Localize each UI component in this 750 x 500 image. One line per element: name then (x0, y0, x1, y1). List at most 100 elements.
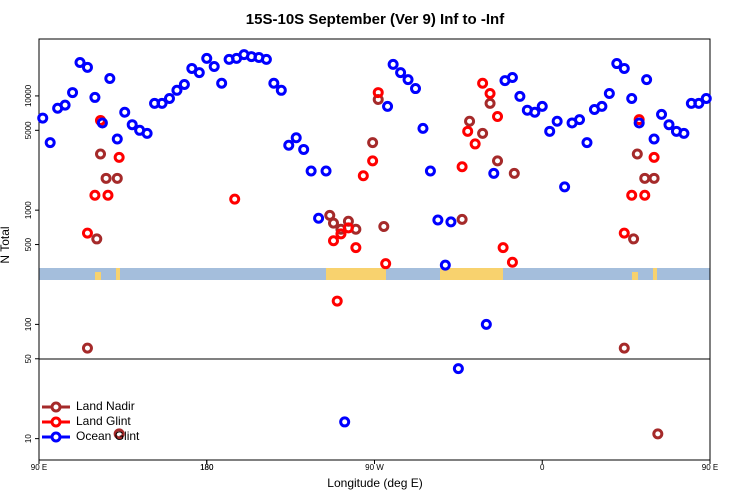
point (452, 363, 464, 375)
point (260, 53, 272, 65)
point (367, 137, 379, 149)
land-band (632, 272, 638, 280)
point (141, 127, 153, 139)
point (477, 127, 489, 139)
point (283, 139, 295, 151)
point (380, 258, 392, 270)
legend-marker (50, 431, 62, 443)
x-tick-label: 180 (200, 463, 214, 472)
point (648, 172, 660, 184)
y-tick-label: 500 (24, 237, 33, 251)
point (648, 133, 660, 145)
point (275, 84, 287, 96)
land-band (95, 272, 101, 280)
point (229, 193, 241, 205)
point (119, 106, 131, 118)
point (89, 189, 101, 201)
point (603, 88, 615, 100)
point (126, 119, 138, 131)
point (350, 242, 362, 254)
point (327, 235, 339, 247)
point (335, 228, 347, 240)
point (178, 78, 190, 90)
point (693, 97, 705, 109)
point (656, 108, 668, 120)
point (506, 71, 518, 83)
chart-title: 15S-10S September (Ver 9) Inf to -Inf (246, 11, 505, 28)
point (631, 148, 643, 160)
point (506, 256, 518, 268)
legend-label: Land Nadir (76, 399, 135, 413)
point (477, 77, 489, 89)
point (111, 172, 123, 184)
point (111, 133, 123, 145)
x-axis-label: Longitude (deg E) (327, 476, 422, 490)
point (469, 138, 481, 150)
point (456, 161, 468, 173)
y-tick-label: 100 (24, 317, 33, 331)
point (497, 242, 509, 254)
point (626, 189, 638, 201)
point (113, 151, 125, 163)
y-tick-label: 10000 (24, 84, 33, 107)
point (81, 61, 93, 73)
point (171, 84, 183, 96)
point (216, 77, 228, 89)
point (480, 318, 492, 330)
x-tick-label: 90 E (31, 463, 47, 472)
land-band (326, 268, 386, 280)
point (382, 100, 394, 112)
point (331, 295, 343, 307)
point (641, 74, 653, 86)
point (402, 74, 414, 86)
point (618, 227, 630, 239)
point (432, 214, 444, 226)
point (464, 115, 476, 127)
point (424, 165, 436, 177)
point (484, 88, 496, 100)
point (96, 117, 108, 129)
point (357, 170, 369, 182)
point (559, 181, 571, 193)
point (342, 222, 354, 234)
x-tick-label: 90 W (365, 463, 384, 472)
legend-marker (50, 401, 62, 413)
y-tick-label: 50 (24, 354, 33, 363)
point (663, 119, 675, 131)
point (201, 52, 213, 64)
point (678, 127, 690, 139)
point (100, 172, 112, 184)
point (445, 216, 457, 228)
point (551, 115, 563, 127)
point (91, 233, 103, 245)
point (156, 97, 168, 109)
point (67, 87, 79, 99)
land-mask (39, 268, 710, 280)
point (639, 189, 651, 201)
point (439, 259, 451, 271)
point (652, 428, 664, 440)
point (372, 87, 384, 99)
point (268, 77, 280, 89)
x-tick-label: 180 (200, 463, 214, 472)
legend-label: Ocean Glint (76, 429, 140, 443)
y-tick-label: 10 (24, 434, 33, 443)
land-band (440, 268, 503, 280)
point (81, 342, 93, 354)
point (208, 60, 220, 72)
point (95, 148, 107, 160)
point (581, 137, 593, 149)
point (44, 137, 56, 149)
point (113, 428, 125, 440)
legend-marker (50, 416, 62, 428)
point (536, 100, 548, 112)
point (529, 106, 541, 118)
point (462, 125, 474, 137)
point (163, 92, 175, 104)
point (544, 125, 556, 137)
point (81, 227, 93, 239)
point (410, 83, 422, 95)
point (514, 90, 526, 102)
point (102, 189, 114, 201)
